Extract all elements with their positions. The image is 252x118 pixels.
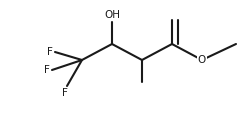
Text: F: F	[62, 88, 68, 98]
Text: F: F	[47, 47, 53, 57]
Text: F: F	[44, 65, 50, 75]
Text: O: O	[197, 55, 205, 65]
Text: OH: OH	[104, 10, 119, 20]
